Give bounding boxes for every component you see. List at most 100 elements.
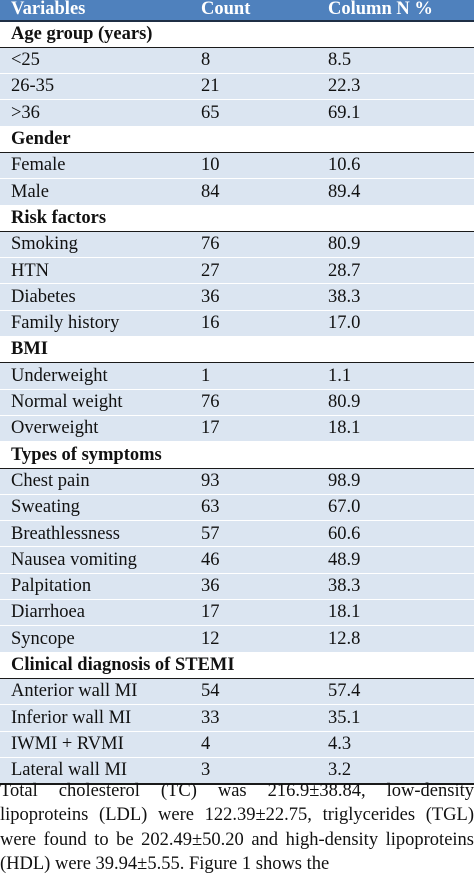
table-row: IWMI + RVMI 4 4.3 (0, 731, 474, 758)
cell-variable: Female (0, 152, 190, 180)
cell-percent: 17.0 (317, 310, 474, 338)
cell-variable: Breathlessness (0, 520, 190, 548)
cell-variable: Chest pain (0, 468, 190, 495)
cell-variable: Male (0, 178, 190, 206)
cell-count: 17 (190, 599, 317, 627)
cell-count: 17 (190, 415, 317, 443)
cell-count: 4 (190, 731, 317, 758)
cell-count: 3 (190, 757, 317, 786)
section-title: Gender (0, 125, 474, 153)
cell-count: 10 (190, 152, 317, 180)
table-row: Anterior wall MI 54 57.4 (0, 678, 474, 706)
cell-percent: 10.6 (317, 152, 474, 180)
table-row: HTN 27 28.7 (0, 257, 474, 285)
cell-count: 8 (190, 47, 317, 75)
cell-variable: Inferior wall MI (0, 704, 190, 732)
cell-count: 36 (190, 283, 317, 311)
cell-variable: >36 (0, 99, 190, 127)
header-row: Variables Count Column N % (0, 0, 474, 22)
table-row: Diarrhoea 17 18.1 (0, 599, 474, 627)
cell-percent: 18.1 (317, 415, 474, 443)
table-row: Sweating 63 67.0 (0, 494, 474, 522)
cell-percent: 38.3 (317, 283, 474, 311)
cell-variable: Sweating (0, 494, 190, 522)
section-header-row: Age group (years) (0, 20, 474, 48)
cell-count: 54 (190, 678, 317, 706)
cell-count: 84 (190, 178, 317, 206)
section-title: Risk factors (0, 204, 474, 232)
table-row: >36 65 69.1 (0, 99, 474, 127)
cell-variable: HTN (0, 257, 190, 285)
table-row: Palpitation 36 38.3 (0, 573, 474, 601)
table-row: Nausea vomiting 46 48.9 (0, 546, 474, 574)
cell-percent: 60.6 (317, 520, 474, 548)
header-count: Count (190, 0, 317, 22)
section-header-row: Risk factors (0, 204, 474, 232)
body-paragraph: Total cholesterol (TC) was 216.9±38.84, … (0, 781, 474, 874)
cell-percent: 28.7 (317, 257, 474, 285)
cell-variable: Diarrhoea (0, 599, 190, 627)
section-header-row: Types of symptoms (0, 441, 474, 469)
cell-count: 46 (190, 546, 317, 574)
cell-percent: 35.1 (317, 704, 474, 732)
table-row: Diabetes 36 38.3 (0, 283, 474, 311)
table-body: Age group (years) <25 8 8.5 26-35 21 22.3 >36 65… (0, 20, 474, 786)
cell-count: 76 (190, 231, 317, 259)
cell-percent: 80.9 (317, 231, 474, 259)
table-row: Smoking 76 80.9 (0, 231, 474, 259)
cell-percent: 89.4 (317, 178, 474, 206)
cell-percent: 4.3 (317, 731, 474, 758)
cell-percent: 57.4 (317, 678, 474, 706)
cell-variable: Smoking (0, 231, 190, 259)
table-row: Male 84 89.4 (0, 178, 474, 206)
cell-percent: 67.0 (317, 494, 474, 522)
section-title: BMI (0, 336, 474, 364)
table-row: Chest pain 93 98.9 (0, 468, 474, 495)
cell-percent: 48.9 (317, 546, 474, 574)
cell-count: 33 (190, 704, 317, 732)
cell-variable: Lateral wall MI (0, 757, 190, 786)
table-header: Variables Count Column N % (0, 0, 474, 22)
cell-count: 12 (190, 625, 317, 653)
table-row: Family history 16 17.0 (0, 310, 474, 338)
cell-variable: IWMI + RVMI (0, 731, 190, 758)
header-column-percent: Column N % (317, 0, 474, 22)
cell-variable: 26-35 (0, 73, 190, 101)
cell-percent: 8.5 (317, 47, 474, 75)
cell-count: 27 (190, 257, 317, 285)
table-row: Lateral wall MI 3 3.2 (0, 757, 474, 786)
section-title: Types of symptoms (0, 441, 474, 469)
cell-variable: Normal weight (0, 389, 190, 416)
demographics-table: Variables Count Column N % Age group (ye… (0, 0, 474, 786)
cell-variable: Syncope (0, 625, 190, 653)
cell-percent: 22.3 (317, 73, 474, 101)
table-row: Inferior wall MI 33 35.1 (0, 704, 474, 732)
table-row: 26-35 21 22.3 (0, 73, 474, 101)
cell-count: 57 (190, 520, 317, 548)
cell-count: 36 (190, 573, 317, 601)
cell-count: 16 (190, 310, 317, 338)
cell-count: 76 (190, 389, 317, 416)
section-title: Age group (years) (0, 20, 474, 48)
cell-variable: Underweight (0, 362, 190, 390)
cell-percent: 38.3 (317, 573, 474, 601)
table-row: Normal weight 76 80.9 (0, 389, 474, 416)
table-row: <25 8 8.5 (0, 47, 474, 75)
table-row: Breathlessness 57 60.6 (0, 520, 474, 548)
cell-percent: 12.8 (317, 625, 474, 653)
header-variables: Variables (0, 0, 190, 22)
table-row: Underweight 1 1.1 (0, 362, 474, 390)
cell-count: 21 (190, 73, 317, 101)
cell-variable: Diabetes (0, 283, 190, 311)
cell-count: 63 (190, 494, 317, 522)
section-header-row: Gender (0, 125, 474, 153)
cell-variable: Overweight (0, 415, 190, 443)
cell-count: 93 (190, 468, 317, 495)
table-row: Overweight 17 18.1 (0, 415, 474, 443)
cell-count: 65 (190, 99, 317, 127)
cell-percent: 3.2 (317, 757, 474, 786)
cell-count: 1 (190, 362, 317, 390)
cell-variable: <25 (0, 47, 190, 75)
section-title: Clinical diagnosis of STEMI (0, 651, 474, 679)
section-header-row: Clinical diagnosis of STEMI (0, 651, 474, 679)
